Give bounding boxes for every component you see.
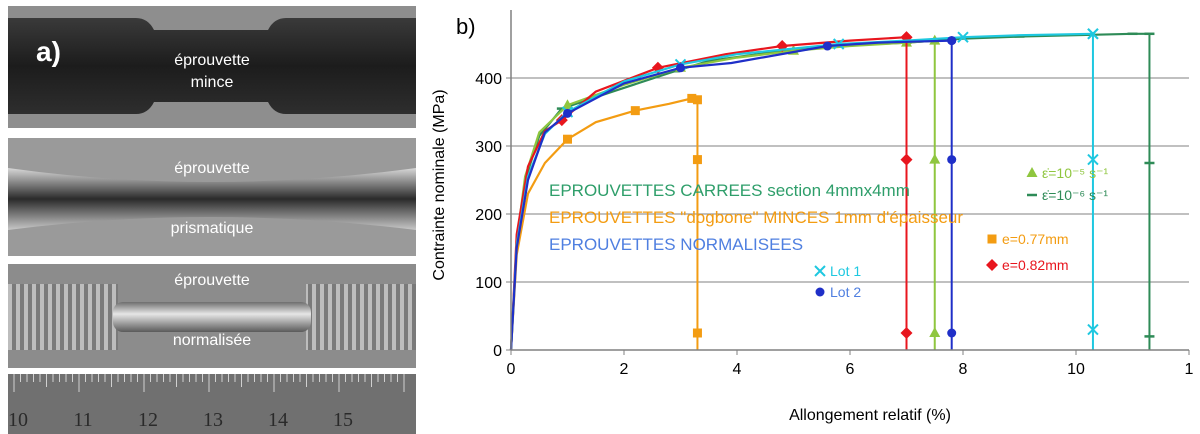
data-point-marker <box>947 328 957 338</box>
y-tick-label: 200 <box>475 207 502 224</box>
y-tick-label: 0 <box>493 343 502 360</box>
series-line <box>509 97 698 351</box>
data-point-marker <box>692 95 702 105</box>
caption-prismatic-line1: éprouvette <box>174 160 250 177</box>
series-group <box>509 93 702 351</box>
data-point-marker <box>900 327 913 339</box>
ruler-label: 10 <box>8 409 28 431</box>
caption-prismatic-line2: prismatique <box>170 220 254 237</box>
annotation-dogbone-group: EPROUVETTES "dogbone" MINCES 1mm d'épais… <box>549 208 963 227</box>
x-tick-label: 2 <box>620 361 629 378</box>
legend-label: Lot 2 <box>830 284 861 300</box>
caption-normalized-line2: normalisée <box>172 332 252 349</box>
data-point-marker <box>676 63 685 73</box>
data-point-marker <box>555 114 568 127</box>
data-point-marker <box>563 134 572 144</box>
ruler-label: 13 <box>203 409 223 431</box>
data-point-marker <box>563 108 572 118</box>
thin-specimen-drawing <box>8 18 416 114</box>
y-axis-title: Contrainte nominale (MPa) <box>431 89 448 280</box>
data-point-marker <box>822 41 832 51</box>
ruler-drawing: 10 11 12 13 14 15 <box>8 374 416 434</box>
data-point-marker <box>986 259 998 271</box>
legend-label: ε̇=10⁻⁶ s⁻¹ <box>1042 187 1108 203</box>
photo-ruler: 10 11 12 13 14 15 <box>8 374 416 434</box>
ruler-label: 11 <box>73 409 92 431</box>
caption-thin-line2: mince <box>190 74 234 91</box>
data-point-marker <box>900 153 913 166</box>
x-tick-label: 8 <box>959 361 968 378</box>
data-point-marker <box>832 38 845 50</box>
photo-thin-specimen: a) éprouvette mince <box>8 6 416 128</box>
data-point-marker <box>1087 28 1099 40</box>
y-tick-label: 400 <box>475 71 502 88</box>
photo-normalized-specimen: éprouvette normalisée <box>8 264 416 368</box>
data-point-marker <box>815 287 825 297</box>
x-tick-label: 0 <box>507 361 516 378</box>
x-tick-label: 1 <box>1185 361 1194 378</box>
legend-label: e=0.77mm <box>1002 231 1069 247</box>
data-point-marker <box>947 36 957 46</box>
data-point-marker <box>957 31 969 43</box>
data-point-marker <box>692 155 702 165</box>
x-tick-label: 6 <box>846 361 855 378</box>
data-point-marker <box>929 153 941 164</box>
photo-prismatic-specimen: éprouvette prismatique <box>8 138 416 256</box>
caption-normalized-line1: éprouvette <box>174 272 250 289</box>
normalized-specimen-drawing <box>8 284 416 350</box>
caption-thin-line1: éprouvette <box>174 52 250 69</box>
y-tick-label: 300 <box>475 139 502 156</box>
legend-label: e=0.82mm <box>1002 257 1069 273</box>
prismatic-specimen-drawing <box>8 168 416 230</box>
data-point-marker <box>1087 153 1099 166</box>
annotation-normalized-group: EPROUVETTES NORMALISEES <box>549 235 803 254</box>
panel-label-a: a) <box>36 36 61 67</box>
ruler-label: 15 <box>333 409 353 431</box>
series-line <box>509 36 907 351</box>
panel-label-b: b) <box>456 14 476 39</box>
annotation-square-group: EPROUVETTES CARREES section 4mmx4mm <box>549 181 910 200</box>
data-point-marker <box>929 327 941 337</box>
x-tick-label: 4 <box>733 361 742 378</box>
data-point-marker <box>1026 167 1038 177</box>
data-point-marker <box>651 61 664 74</box>
data-point-marker <box>692 328 702 338</box>
legend-label: Lot 1 <box>830 263 861 279</box>
data-point-marker <box>814 265 826 277</box>
data-point-marker <box>987 234 997 244</box>
data-point-marker <box>630 106 640 116</box>
data-point-marker <box>562 99 573 110</box>
x-axis-title: Allongement relatif (%) <box>789 407 951 424</box>
data-point-marker <box>687 93 697 103</box>
data-point-marker <box>947 155 957 165</box>
legend-label: ε̇=10⁻⁵ s⁻¹ <box>1042 165 1108 181</box>
series-line <box>509 39 952 351</box>
series-group <box>509 36 957 351</box>
data-point-marker <box>1087 323 1099 336</box>
x-tick-label: 10 <box>1067 361 1085 378</box>
ruler-label: 14 <box>268 409 288 431</box>
y-tick-label: 100 <box>475 275 502 292</box>
stress-strain-chart: 0 100 200 300 400 0 2 4 6 8 10 1 b) Allongement rel… <box>420 0 1200 434</box>
ruler-label: 12 <box>138 409 158 431</box>
